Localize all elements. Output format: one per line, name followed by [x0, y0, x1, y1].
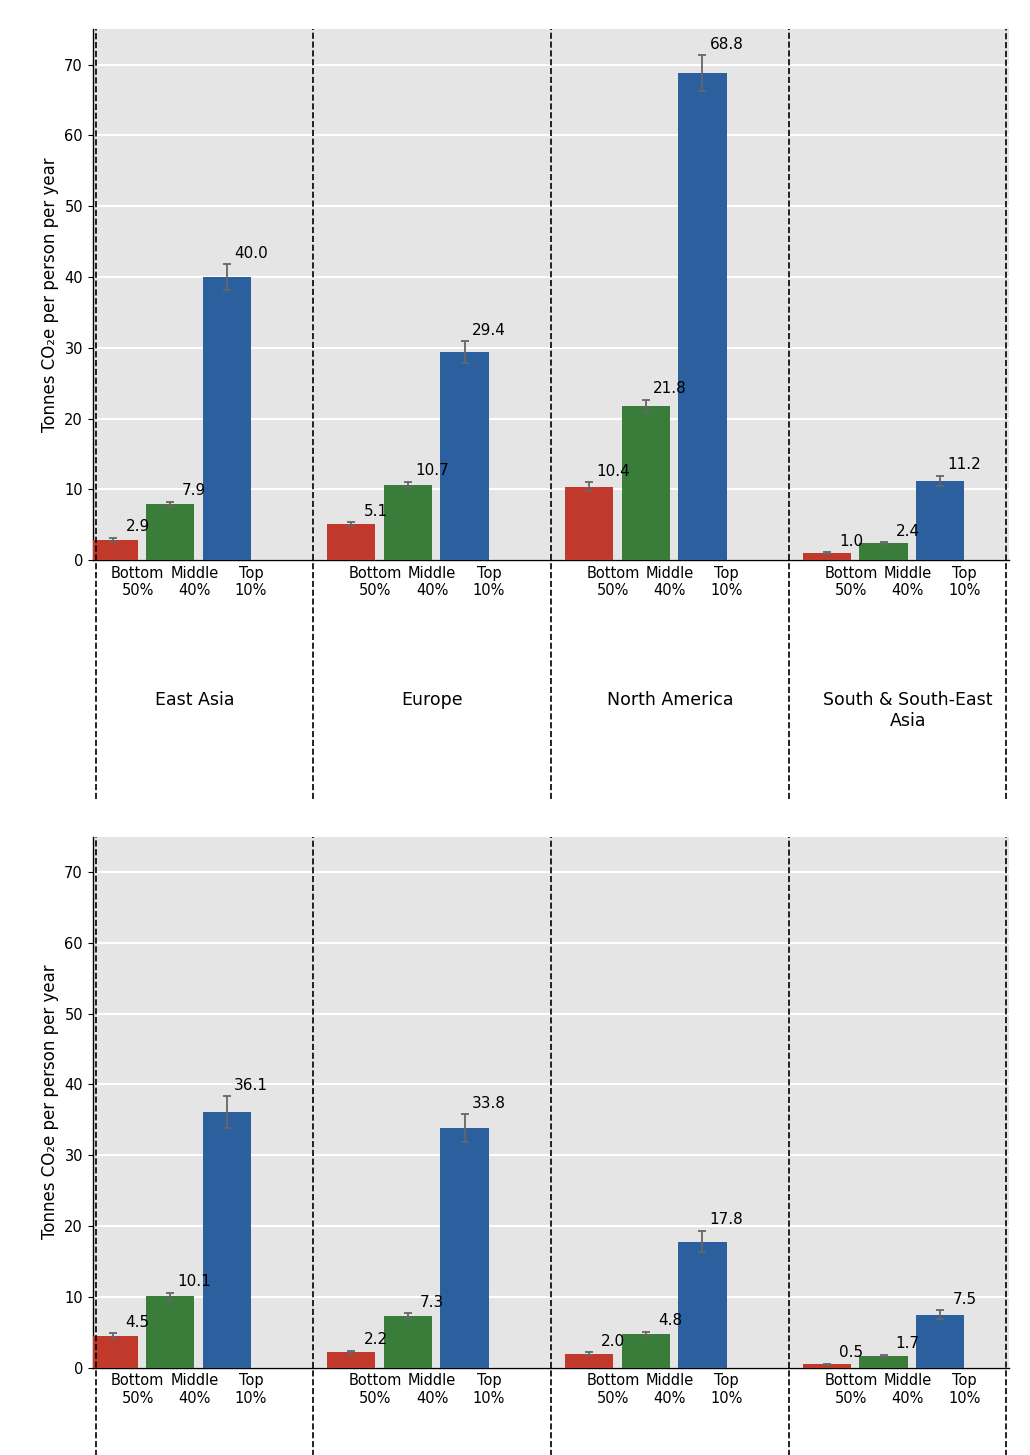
Bar: [90, 540, 138, 560]
Text: 29.4: 29.4: [472, 323, 506, 338]
Text: Europe: Europe: [402, 691, 462, 710]
Bar: [802, 1365, 851, 1368]
Text: 36.1: 36.1: [234, 1078, 268, 1093]
Text: 17.8: 17.8: [710, 1212, 744, 1228]
Text: 1.7: 1.7: [896, 1336, 920, 1352]
Text: 68.8: 68.8: [710, 36, 744, 52]
Bar: [384, 1315, 433, 1368]
Bar: [621, 1334, 670, 1368]
Bar: [859, 543, 907, 560]
Text: 2.0: 2.0: [602, 1334, 625, 1349]
Text: 11.2: 11.2: [948, 457, 982, 473]
Text: 2.2: 2.2: [364, 1333, 387, 1347]
Bar: [564, 486, 613, 560]
Bar: [564, 1353, 613, 1368]
Y-axis label: Tonnes CO₂e per person per year: Tonnes CO₂e per person per year: [40, 157, 59, 432]
Bar: [203, 1112, 251, 1368]
Bar: [441, 352, 489, 560]
Bar: [916, 1314, 964, 1368]
Bar: [441, 1128, 489, 1368]
Text: 33.8: 33.8: [472, 1096, 506, 1110]
Bar: [859, 1356, 907, 1368]
Bar: [146, 505, 195, 560]
Text: 4.8: 4.8: [658, 1312, 682, 1328]
Bar: [678, 1241, 726, 1368]
Bar: [90, 1336, 138, 1368]
Text: 7.3: 7.3: [420, 1295, 444, 1310]
Bar: [621, 406, 670, 560]
Bar: [916, 482, 964, 560]
Text: 1.0: 1.0: [839, 534, 863, 549]
Bar: [146, 1296, 195, 1368]
Text: 2.9: 2.9: [126, 519, 149, 534]
Text: 10.1: 10.1: [177, 1275, 211, 1289]
Bar: [678, 73, 726, 560]
Bar: [203, 276, 251, 560]
Text: 10.4: 10.4: [596, 464, 630, 479]
Text: South & South-East
Asia: South & South-East Asia: [823, 691, 993, 730]
Y-axis label: Tonnes CO₂e per person per year: Tonnes CO₂e per person per year: [40, 965, 59, 1240]
Text: North America: North America: [607, 691, 733, 710]
Text: 5.1: 5.1: [364, 503, 387, 518]
Text: 40.0: 40.0: [234, 246, 268, 260]
Bar: [802, 553, 851, 560]
Text: 7.9: 7.9: [182, 483, 206, 498]
Bar: [328, 1352, 376, 1368]
Text: 7.5: 7.5: [953, 1292, 976, 1307]
Text: 21.8: 21.8: [653, 381, 687, 396]
Text: East Asia: East Asia: [154, 691, 234, 710]
Text: 2.4: 2.4: [896, 524, 920, 538]
Text: 0.5: 0.5: [839, 1346, 863, 1360]
Bar: [384, 485, 433, 560]
Bar: [328, 524, 376, 560]
Text: 10.7: 10.7: [415, 463, 449, 479]
Text: 4.5: 4.5: [126, 1315, 149, 1330]
